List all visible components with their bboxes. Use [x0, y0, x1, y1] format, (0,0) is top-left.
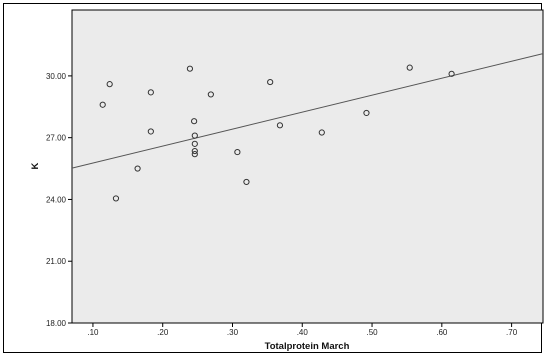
data-point: [191, 147, 198, 155]
data-point: [112, 195, 120, 202]
data-point: [243, 178, 250, 186]
data-points: [99, 64, 455, 202]
x-axis-label: Totalprotein March: [265, 341, 350, 352]
data-point: [147, 128, 154, 135]
y-axis: 18.00 21.00 24.00 27.00 30.00: [46, 72, 72, 328]
data-point: [406, 64, 413, 71]
data-point: [267, 78, 274, 86]
y-tick-label: 24.00: [46, 195, 67, 204]
y-tick-label: 30.00: [46, 72, 67, 81]
data-point: [191, 118, 198, 125]
data-point: [191, 140, 198, 147]
data-point: [207, 91, 214, 98]
data-point: [191, 132, 198, 139]
x-tick-label: .50: [366, 328, 378, 337]
x-axis: .10 .20 .30 .40 .50 .60 .70: [87, 323, 518, 337]
fit-line: [71, 53, 544, 169]
data-point: [106, 81, 113, 88]
y-axis-label: K: [30, 162, 41, 169]
y-tick-label: 21.00: [46, 257, 67, 266]
data-point: [99, 101, 106, 108]
data-point: [363, 109, 370, 117]
data-point: [234, 148, 241, 156]
x-tick-label: .60: [436, 328, 448, 337]
x-tick-label: .40: [297, 328, 309, 337]
data-point: [134, 165, 141, 172]
data-point: [186, 65, 194, 72]
x-tick-label: .30: [227, 328, 239, 337]
data-point: [448, 70, 455, 77]
y-tick-label: 27.00: [46, 134, 67, 143]
plot-area: [71, 9, 544, 324]
data-point: [318, 129, 325, 136]
x-tick-label: .10: [87, 328, 99, 337]
y-tick-label: 18.00: [46, 319, 67, 328]
data-point: [276, 122, 284, 129]
data-point: [147, 89, 154, 96]
x-tick-label: .70: [506, 328, 518, 337]
x-tick-label: .20: [157, 328, 169, 337]
data-point: [191, 151, 198, 158]
